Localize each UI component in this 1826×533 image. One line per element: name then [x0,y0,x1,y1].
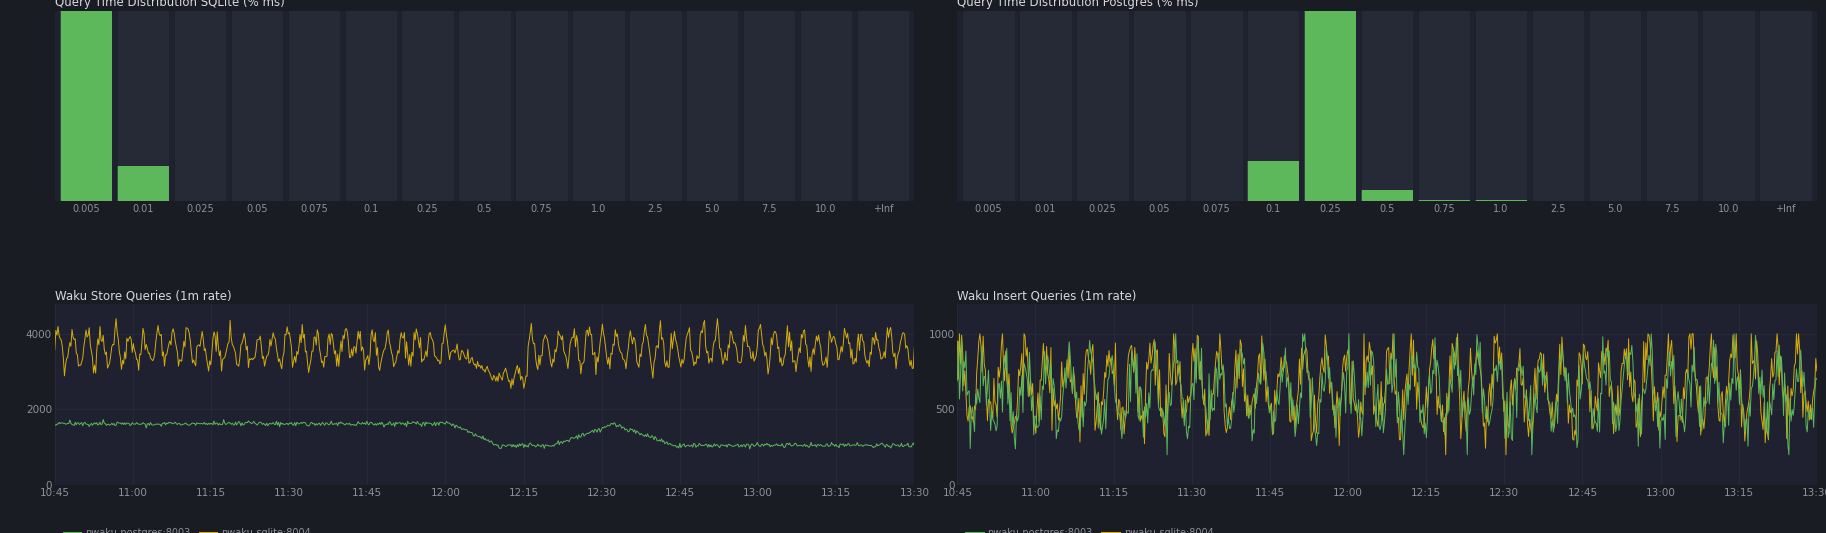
Bar [289,11,340,201]
Bar [1417,200,1470,201]
Bar [1247,161,1300,201]
Legend: nwaku-postgres:8003, nwaku-sqlite:8004: nwaku-postgres:8003, nwaku-sqlite:8004 [60,524,314,533]
Bar [630,11,681,201]
Bar [687,11,738,201]
Bar [743,11,796,201]
Bar [1417,11,1470,201]
Bar [1702,11,1755,201]
Bar [1360,190,1413,201]
Bar [1645,11,1698,201]
Bar [1134,11,1185,201]
Bar [1304,11,1357,201]
Bar [1475,200,1527,201]
Bar [230,11,283,201]
Text: Waku Store Queries (1m rate): Waku Store Queries (1m rate) [55,289,232,302]
Bar [1247,11,1300,201]
Bar [515,11,568,201]
Bar [1532,11,1583,201]
Bar [117,166,170,201]
Bar [173,11,226,201]
Bar [345,11,396,201]
Bar [1589,11,1642,201]
Bar [800,11,853,201]
Bar [572,11,624,201]
Text: Query Time Distribution SQLite (% ms): Query Time Distribution SQLite (% ms) [55,0,285,10]
Bar [1191,11,1242,201]
Bar [1076,11,1128,201]
Bar [1475,11,1527,201]
Bar [1304,11,1357,201]
Bar [458,11,511,201]
Bar [60,11,111,201]
Bar [1360,11,1413,201]
Bar [1760,11,1811,201]
Bar [962,11,1015,201]
Bar [60,11,111,201]
Bar [402,11,455,201]
Bar [856,11,909,201]
Bar [117,11,170,201]
Bar [1019,11,1072,201]
Legend: nwaku-postgres:8003, nwaku-sqlite:8004: nwaku-postgres:8003, nwaku-sqlite:8004 [962,524,1218,533]
Text: Waku Insert Queries (1m rate): Waku Insert Queries (1m rate) [957,289,1138,302]
Text: Query Time Distribution Postgres (% ms): Query Time Distribution Postgres (% ms) [957,0,1200,10]
